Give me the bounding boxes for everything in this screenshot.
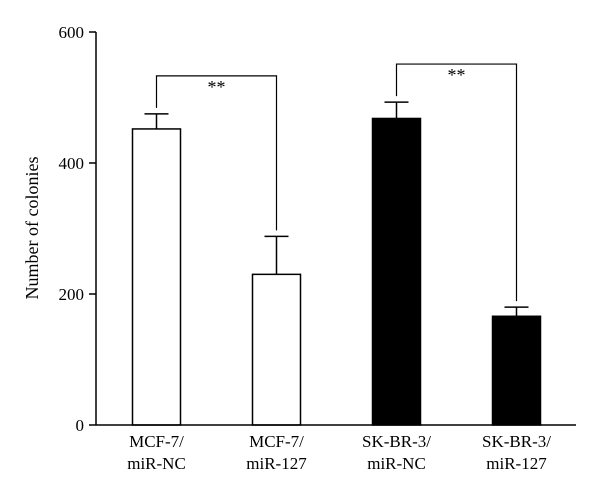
x-tick-label: SK-BR-3/miR-NC: [362, 432, 431, 473]
significance-label: **: [448, 65, 466, 85]
y-axis-title: Number of colonies: [22, 157, 42, 300]
x-tick-labels: MCF-7/miR-NC MCF-7/miR-127 SK-BR-3/miR-NC S…: [127, 432, 551, 473]
bars: [131, 117, 542, 426]
significance-bracket: [155, 75, 278, 231]
y-tick-label: 0: [76, 416, 85, 435]
x-tick-label: MCF-7/miR-NC: [127, 432, 186, 473]
y-tick-label: 400: [59, 154, 85, 173]
error-bars: [144, 101, 529, 317]
bar: [131, 128, 182, 426]
significance-label: **: [208, 77, 226, 97]
y-tick-label: 600: [59, 23, 85, 42]
x-tick-label: MCF-7/miR-127: [246, 432, 307, 473]
y-axis: 0 200 400 600: [59, 23, 97, 435]
bar: [491, 315, 542, 426]
significance-bracket: [395, 63, 518, 302]
bar: [371, 117, 422, 426]
significance-brackets: ** **: [155, 63, 518, 302]
y-tick-label: 200: [59, 285, 85, 304]
bar: [251, 273, 302, 426]
x-tick-label: SK-BR-3/miR-127: [482, 432, 551, 473]
